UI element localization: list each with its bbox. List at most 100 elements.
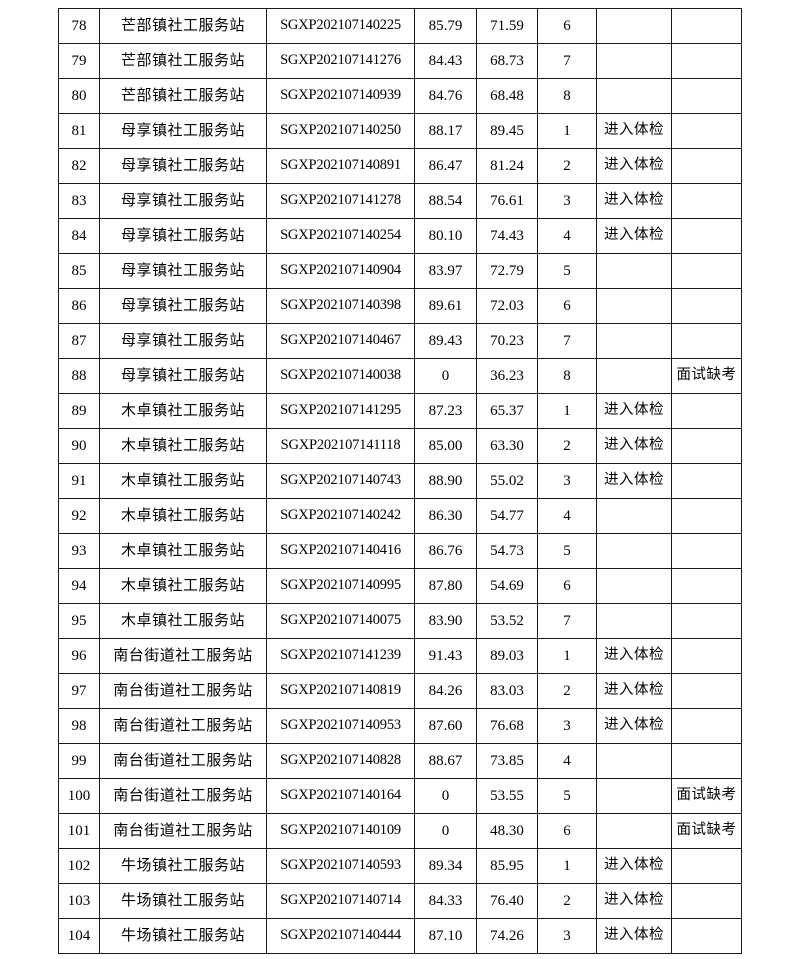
table-cell-result — [596, 813, 672, 849]
table-cell-interview: 68.73 — [476, 43, 538, 79]
table-row: 82 母享镇社工服务站 SGXP202107140891 86.47 81.24 2 进入体… — [58, 148, 742, 184]
table-cell-remark — [671, 498, 742, 534]
table-cell-code: SGXP202107140593 — [266, 848, 415, 884]
table-cell-interview: 85.95 — [476, 848, 538, 884]
table-cell-written: 83.97 — [414, 253, 477, 289]
table-cell-rank: 6 — [537, 288, 597, 324]
table-cell-seq: 79 — [58, 43, 100, 79]
table-cell-interview: 54.77 — [476, 498, 538, 534]
table-row: 95 木卓镇社工服务站 SGXP202107140075 83.90 53.52 7 — [58, 603, 742, 639]
table-cell-interview: 71.59 — [476, 8, 538, 44]
table-cell-result — [596, 568, 672, 604]
table-cell-rank: 3 — [537, 463, 597, 499]
table-cell-written: 0 — [414, 778, 477, 814]
score-table-container: 78 芒部镇社工服务站 SGXP202107140225 85.79 71.59 6 79 芒… — [58, 8, 742, 954]
table-cell-station: 母享镇社工服务站 — [99, 323, 267, 359]
table-cell-code: SGXP202107140075 — [266, 603, 415, 639]
table-cell-result: 进入体检 — [596, 673, 672, 709]
table-cell-written: 0 — [414, 358, 477, 394]
table-cell-station: 芒部镇社工服务站 — [99, 8, 267, 44]
table-cell-remark — [671, 883, 742, 919]
table-row: 98 南台街道社工服务站 SGXP202107140953 87.60 76.68 3 进入… — [58, 708, 742, 744]
table-cell-seq: 87 — [58, 323, 100, 359]
score-table-body: 78 芒部镇社工服务站 SGXP202107140225 85.79 71.59 6 79 芒… — [58, 8, 742, 954]
table-cell-seq: 78 — [58, 8, 100, 44]
table-cell-remark — [671, 638, 742, 674]
table-row: 90 木卓镇社工服务站 SGXP202107141118 85.00 63.30 2 进入体… — [58, 428, 742, 464]
table-cell-code: SGXP202107141276 — [266, 43, 415, 79]
table-cell-written: 86.30 — [414, 498, 477, 534]
table-cell-result — [596, 533, 672, 569]
table-cell-station: 南台街道社工服务站 — [99, 743, 267, 779]
table-cell-remark: 面试缺考 — [671, 358, 742, 394]
table-cell-code: SGXP202107140819 — [266, 673, 415, 709]
table-cell-remark — [671, 743, 742, 779]
table-cell-interview: 68.48 — [476, 78, 538, 114]
table-row: 81 母享镇社工服务站 SGXP202107140250 88.17 89.45 1 进入体… — [58, 113, 742, 149]
table-cell-result — [596, 43, 672, 79]
table-cell-interview: 36.23 — [476, 358, 538, 394]
table-cell-result: 进入体检 — [596, 918, 672, 954]
table-cell-remark — [671, 848, 742, 884]
table-cell-rank: 8 — [537, 78, 597, 114]
table-row: 87 母享镇社工服务站 SGXP202107140467 89.43 70.23 7 — [58, 323, 742, 359]
table-cell-station: 木卓镇社工服务站 — [99, 428, 267, 464]
table-cell-seq: 90 — [58, 428, 100, 464]
table-cell-code: SGXP202107140904 — [266, 253, 415, 289]
table-cell-written: 88.17 — [414, 113, 477, 149]
table-cell-remark — [671, 8, 742, 44]
table-cell-written: 84.33 — [414, 883, 477, 919]
table-cell-written: 89.34 — [414, 848, 477, 884]
table-cell-station: 木卓镇社工服务站 — [99, 498, 267, 534]
table-cell-interview: 70.23 — [476, 323, 538, 359]
table-cell-result: 进入体检 — [596, 428, 672, 464]
table-cell-interview: 54.73 — [476, 533, 538, 569]
table-cell-rank: 3 — [537, 918, 597, 954]
table-cell-remark — [671, 568, 742, 604]
table-cell-rank: 6 — [537, 568, 597, 604]
table-cell-seq: 81 — [58, 113, 100, 149]
table-cell-result — [596, 778, 672, 814]
table-cell-remark — [671, 43, 742, 79]
table-cell-station: 牛场镇社工服务站 — [99, 918, 267, 954]
table-cell-seq: 94 — [58, 568, 100, 604]
table-cell-interview: 74.26 — [476, 918, 538, 954]
table-cell-result — [596, 743, 672, 779]
table-cell-station: 芒部镇社工服务站 — [99, 78, 267, 114]
table-cell-code: SGXP202107141239 — [266, 638, 415, 674]
table-cell-interview: 89.03 — [476, 638, 538, 674]
table-cell-interview: 63.30 — [476, 428, 538, 464]
table-cell-result: 进入体检 — [596, 638, 672, 674]
table-cell-remark — [671, 603, 742, 639]
table-cell-remark — [671, 918, 742, 954]
table-cell-rank: 1 — [537, 638, 597, 674]
table-cell-written: 87.80 — [414, 568, 477, 604]
table-cell-remark — [671, 113, 742, 149]
table-row: 92 木卓镇社工服务站 SGXP202107140242 86.30 54.77 4 — [58, 498, 742, 534]
table-cell-rank: 1 — [537, 113, 597, 149]
table-cell-rank: 4 — [537, 218, 597, 254]
table-cell-written: 84.43 — [414, 43, 477, 79]
table-cell-interview: 83.03 — [476, 673, 538, 709]
table-cell-station: 母享镇社工服务站 — [99, 218, 267, 254]
table-cell-seq: 83 — [58, 183, 100, 219]
table-cell-rank: 3 — [537, 183, 597, 219]
table-cell-written: 84.76 — [414, 78, 477, 114]
table-cell-remark — [671, 78, 742, 114]
table-row: 86 母享镇社工服务站 SGXP202107140398 89.61 72.03 6 — [58, 288, 742, 324]
table-cell-interview: 53.52 — [476, 603, 538, 639]
table-cell-result — [596, 323, 672, 359]
table-cell-result: 进入体检 — [596, 883, 672, 919]
table-cell-code: SGXP202107140398 — [266, 288, 415, 324]
table-cell-code: SGXP202107140444 — [266, 918, 415, 954]
table-cell-interview: 53.55 — [476, 778, 538, 814]
table-cell-code: SGXP202107140416 — [266, 533, 415, 569]
table-cell-result: 进入体检 — [596, 848, 672, 884]
table-cell-interview: 72.03 — [476, 288, 538, 324]
table-cell-written: 86.47 — [414, 148, 477, 184]
table-cell-seq: 104 — [58, 918, 100, 954]
table-cell-code: SGXP202107141118 — [266, 428, 415, 464]
table-cell-rank: 2 — [537, 673, 597, 709]
table-row: 96 南台街道社工服务站 SGXP202107141239 91.43 89.03 1 进入… — [58, 638, 742, 674]
table-cell-seq: 103 — [58, 883, 100, 919]
